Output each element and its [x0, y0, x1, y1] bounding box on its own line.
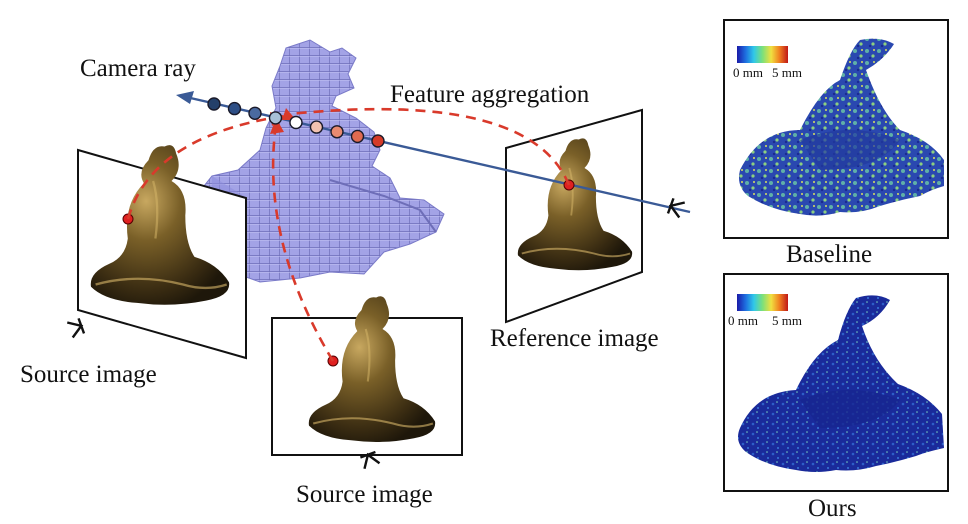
camera-icon-left — [66, 317, 86, 339]
label-feature-aggregation: Feature aggregation — [390, 81, 590, 108]
label-source-image-left: Source image — [20, 361, 157, 388]
ray-sample-point — [371, 134, 385, 148]
camera-icon-bottom — [359, 450, 381, 470]
camera-icon-reference — [666, 197, 686, 219]
ours-colorbar — [737, 294, 788, 311]
baseline-error-map — [723, 19, 949, 239]
ray-sample-point — [330, 125, 344, 139]
label-ours: Ours — [808, 495, 857, 522]
baseline-colorbar-max: 5 mm — [772, 65, 802, 80]
ray-sample-point — [268, 111, 283, 125]
feature-aggregation-arrows — [126, 107, 571, 362]
ray-arrowhead-icon — [176, 91, 194, 104]
ours-error-map — [723, 273, 949, 492]
label-camera-ray: Camera ray — [80, 55, 196, 82]
ray-sample-point — [207, 97, 221, 111]
ray-sample-point — [350, 129, 365, 144]
ours-colorbar-max: 5 mm — [772, 313, 802, 328]
ray-sample-point — [309, 120, 324, 134]
baseline-colorbar — [737, 46, 788, 63]
ray-sample-point — [248, 106, 262, 121]
ray-sample-point — [227, 101, 242, 116]
ray-sample-points — [207, 97, 385, 148]
label-source-image-bottom: Source image — [296, 481, 433, 508]
source-image-left — [77, 144, 247, 360]
reference-image — [505, 108, 643, 324]
baseline-colorbar-min: 0 mm — [733, 65, 763, 80]
ours-colorbar-min: 0 mm — [728, 313, 758, 328]
label-reference-image: Reference image — [490, 325, 659, 352]
label-baseline: Baseline — [786, 241, 873, 268]
ray-sample-point — [289, 115, 303, 130]
source-image-bottom — [271, 295, 463, 456]
